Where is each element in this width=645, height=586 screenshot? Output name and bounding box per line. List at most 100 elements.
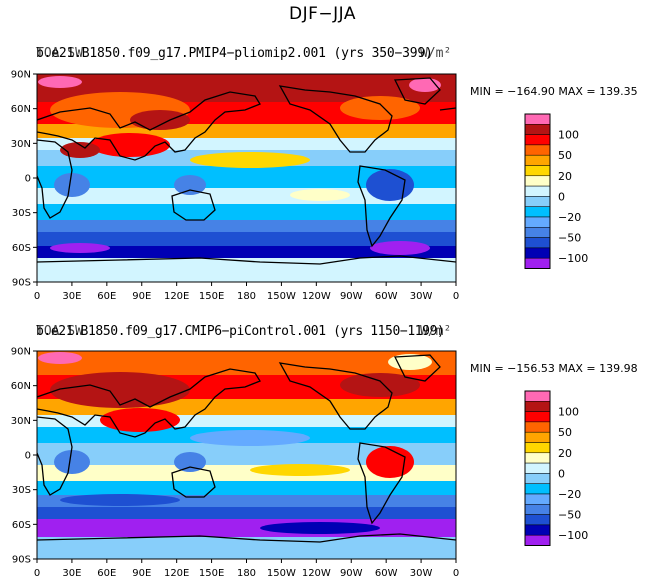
figure-title: DJF−JJA xyxy=(289,4,356,24)
lon-tick-label: 120W xyxy=(302,291,331,302)
blob xyxy=(100,408,180,432)
colorbar-swatch xyxy=(524,493,551,505)
blob xyxy=(50,243,110,253)
colorbar-label: −20 xyxy=(558,211,581,224)
colorbar-swatch xyxy=(524,442,551,454)
coast-greenland xyxy=(393,77,441,105)
coast-eurasia xyxy=(37,368,261,438)
colorbar-swatch xyxy=(524,473,551,484)
colorbar-swatch xyxy=(524,401,551,412)
coast-eurasia xyxy=(37,91,261,161)
band-10s xyxy=(37,188,456,204)
colorbar-label: −100 xyxy=(558,252,588,265)
colorbar-label: 20 xyxy=(558,170,572,183)
band-10s xyxy=(37,465,456,481)
blob xyxy=(340,373,420,397)
lat-tick-label: 90N xyxy=(11,70,31,81)
panel1-minmax: MIN = −164.90 MAX = 139.35 xyxy=(470,85,638,98)
blob xyxy=(366,446,414,478)
band-20n xyxy=(37,415,456,427)
lat-tick-label: 30S xyxy=(12,208,31,219)
lat-tick-label: 30N xyxy=(11,416,31,427)
blob xyxy=(38,76,82,88)
colorbar-label: 50 xyxy=(558,426,572,439)
blob xyxy=(60,142,100,158)
blob xyxy=(54,450,90,474)
lat-tick-label: 30S xyxy=(12,485,31,496)
band-60s xyxy=(37,246,456,258)
colorbar-2: 100 50 20 0 −20 −50 −100 xyxy=(524,390,588,546)
band-eq xyxy=(37,166,456,188)
colorbar-label: −50 xyxy=(558,509,581,522)
lon-tick-label: 150W xyxy=(267,291,296,302)
colorbar-swatch xyxy=(524,452,551,464)
panel2-left-title: TOA SW xyxy=(36,324,83,339)
coast-n-america xyxy=(278,362,393,430)
blob xyxy=(38,352,82,364)
colorbar-label: −50 xyxy=(558,232,581,245)
colorbar-swatch xyxy=(524,483,551,495)
colorbar-swatch xyxy=(524,124,551,135)
colorbar-swatch xyxy=(524,134,551,146)
colorbar-label: 20 xyxy=(558,447,572,460)
lat-tick-label: 90S xyxy=(12,555,31,566)
blob xyxy=(54,173,90,197)
colorbar-swatch xyxy=(524,227,551,238)
coast-antarctica xyxy=(37,255,456,265)
band-30s xyxy=(37,481,456,495)
lat-tick-label: 90S xyxy=(12,278,31,289)
coast-europe xyxy=(439,107,456,111)
band-antarctic xyxy=(37,258,456,282)
lon-tick-label: 150E xyxy=(199,291,224,302)
coast-greenland xyxy=(393,354,441,382)
colorbar-swatch xyxy=(524,144,551,156)
lon-tick-label: 60W xyxy=(375,291,398,302)
blob xyxy=(174,175,206,195)
lon-tick-label: 30E xyxy=(62,568,81,579)
colorbar-swatch xyxy=(524,206,551,218)
map-panel-1 xyxy=(37,74,456,282)
lon-tick-label: 90W xyxy=(340,568,363,579)
panel1-left-title: TOA SW xyxy=(36,46,83,61)
colorbar-swatch xyxy=(524,185,551,197)
panel1-right-title: W/m² xyxy=(420,46,452,61)
colorbar-swatch xyxy=(524,113,551,125)
lat-tick-label: 0 xyxy=(25,174,31,185)
colorbar-swatch xyxy=(524,237,551,249)
colorbar-swatch xyxy=(524,504,551,515)
lon-tick-label: 0 xyxy=(34,291,40,302)
lon-tick-label: 60E xyxy=(97,568,116,579)
colorbar-label: 0 xyxy=(558,467,565,480)
lon-tick-label: 0 xyxy=(34,568,40,579)
lon-tick-label: 180 xyxy=(237,291,256,302)
lon-tick-label: 150W xyxy=(267,568,296,579)
coast-australia xyxy=(171,189,216,221)
colorbar-swatch xyxy=(524,216,551,228)
colorbar-swatch xyxy=(524,431,551,443)
lat-tick-label: 0 xyxy=(25,451,31,462)
lon-tick-label: 60W xyxy=(375,568,398,579)
colorbar-1: 100 50 20 0 −20 −50 −100 xyxy=(524,113,588,269)
lat-tick-label: 60N xyxy=(11,381,31,392)
lat-tick-label: 60S xyxy=(12,520,31,531)
blob xyxy=(50,372,190,408)
lon-tick-label: 120E xyxy=(164,291,189,302)
colorbar-label: 0 xyxy=(558,190,565,203)
coast-s-america xyxy=(357,165,406,248)
band-eq xyxy=(37,443,456,465)
colorbar-label: −20 xyxy=(558,488,581,501)
band-40s xyxy=(37,220,456,232)
panel2-center-title: b.e21.B1850.f09_g17.CMIP6−piControl.001 … xyxy=(36,324,445,339)
lon-tick-label: 150E xyxy=(199,568,224,579)
lon-tick-label: 90W xyxy=(340,291,363,302)
lon-tick-label: 30W xyxy=(410,291,433,302)
lon-tick-label: 30E xyxy=(62,291,81,302)
lon-tick-label: 0 xyxy=(453,568,459,579)
colorbar-swatch xyxy=(524,154,551,166)
blob xyxy=(190,430,310,446)
panel2-minmax: MIN = −156.53 MAX = 139.98 xyxy=(470,362,638,375)
blob xyxy=(250,464,350,476)
